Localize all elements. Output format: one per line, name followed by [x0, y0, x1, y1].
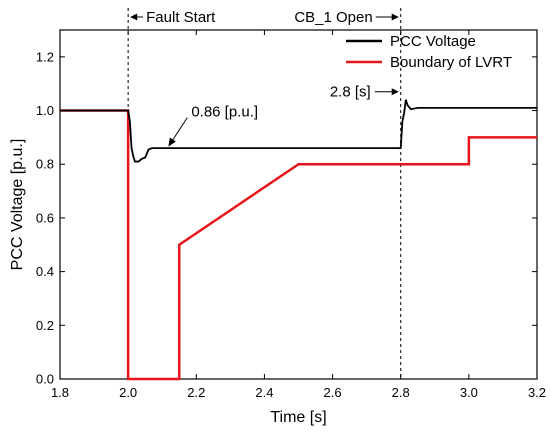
- legend-label-pcc-voltage: PCC Voltage: [390, 33, 476, 50]
- y-axis-title: PCC Voltage [p.u.]: [9, 139, 26, 271]
- legend: PCC Voltage Boundary of LVRT: [346, 33, 512, 71]
- x-tick-label: 2.4: [255, 385, 273, 400]
- y-tick-label: 0.2: [36, 318, 54, 333]
- annotations: 0.86 [p.u.] 2.8 [s]: [168, 84, 399, 147]
- y-tick-label: 0.0: [36, 372, 54, 387]
- event-marker-label: CB_1 Open: [294, 9, 372, 26]
- y-tick-label: 1.2: [36, 49, 54, 64]
- x-axis-title: Time [s]: [270, 409, 326, 426]
- series-line-pcc-voltage: [60, 99, 537, 163]
- x-tick-label: 1.8: [51, 385, 69, 400]
- x-tick-label: 2.2: [187, 385, 205, 400]
- event-marker-arrowhead: [391, 13, 399, 21]
- x-tick-label: 3.0: [460, 385, 478, 400]
- x-tick-label: 2.6: [324, 385, 342, 400]
- annotation-arrow: [169, 117, 188, 144]
- annotation-arrowhead: [391, 88, 399, 96]
- y-tick-label: 1.0: [36, 103, 54, 118]
- x-tick-label: 2.0: [119, 385, 137, 400]
- y-axis-ticks: 0.0 0.2 0.4 0.6 0.8 1.0 1.2: [36, 49, 537, 387]
- event-markers: Fault Start CB_1 Open: [127, 8, 402, 379]
- x-tick-label: 2.8: [392, 385, 410, 400]
- y-tick-label: 0.4: [36, 264, 54, 279]
- series-line-lvrt-boundary: [60, 109, 537, 381]
- y-tick-label: 0.6: [36, 210, 54, 225]
- event-marker-arrowhead: [130, 13, 138, 21]
- data-series: [60, 99, 537, 381]
- annotation-label: 2.8 [s]: [330, 84, 371, 101]
- x-tick-label: 3.2: [528, 385, 546, 400]
- x-axis-ticks: 1.8 2.0 2.2 2.4 2.6 2.8 3.0 3.2: [51, 30, 546, 400]
- annotation-label: 0.86 [p.u.]: [191, 104, 258, 121]
- annotation-arrowhead: [168, 137, 176, 147]
- plot-frame: [59, 29, 538, 380]
- y-tick-label: 0.8: [36, 157, 54, 172]
- event-marker-label: Fault Start: [146, 9, 216, 26]
- legend-label-lvrt-boundary: Boundary of LVRT: [390, 54, 512, 71]
